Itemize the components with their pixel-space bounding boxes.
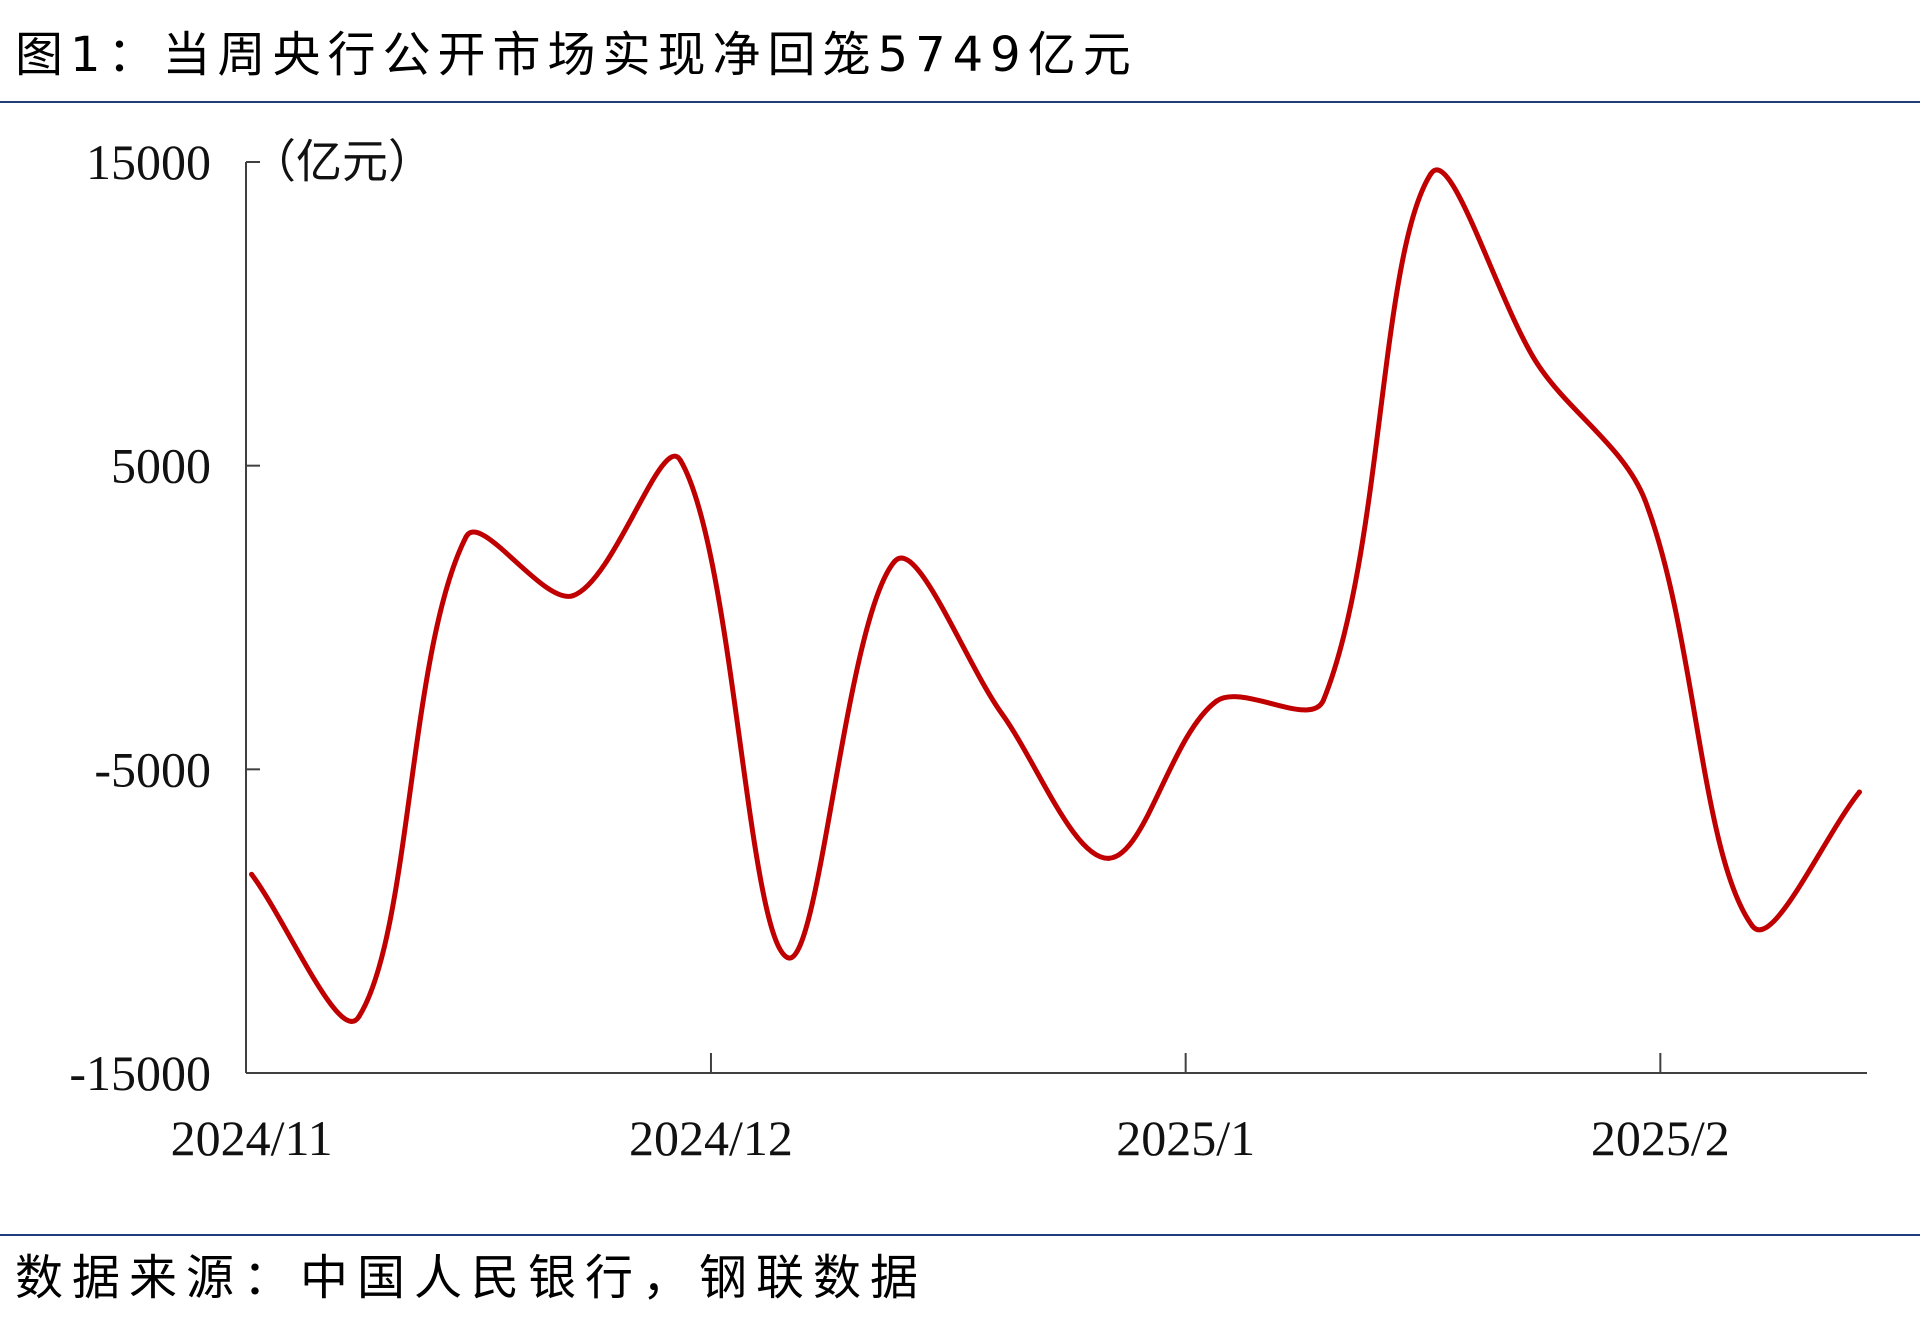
- series-line: [249, 167, 1862, 1024]
- x-tick-label: 2025/2: [1591, 1110, 1730, 1166]
- x-tick-label: 2024/12: [629, 1110, 793, 1166]
- data-point: [1428, 171, 1434, 177]
- y-tick-label: 15000: [86, 134, 211, 190]
- data-point: [1535, 362, 1541, 368]
- x-axis: 2024/11 2024/12 2025/1 2025/2: [171, 1053, 1867, 1166]
- x-tick-label: 2024/11: [171, 1110, 333, 1166]
- y-tick-label: -5000: [94, 741, 211, 797]
- y-tick-label: 5000: [111, 438, 211, 494]
- data-point: [1642, 497, 1648, 503]
- data-point: [356, 1014, 362, 1020]
- chart-title: 图1：当周央行公开市场实现净回笼5749亿元: [15, 27, 1138, 83]
- y-axis: 15000 5000 -5000 -15000: [69, 134, 260, 1101]
- y-axis-unit-label: （亿元）: [250, 137, 434, 188]
- top-rule: [0, 101, 1920, 103]
- x-tick-label: 2025/1: [1116, 1110, 1255, 1166]
- data-point: [1749, 923, 1755, 929]
- data-point: [1856, 789, 1862, 795]
- data-point: [1213, 698, 1219, 704]
- data-point: [463, 534, 469, 540]
- data-point: [892, 558, 898, 564]
- data-point: [999, 711, 1005, 717]
- data-point: [1320, 697, 1326, 703]
- series-group: [249, 167, 1862, 1024]
- data-point: [785, 955, 791, 961]
- data-point: [570, 593, 576, 599]
- y-tick-label: -15000: [69, 1045, 211, 1101]
- data-point: [1106, 855, 1112, 861]
- source-note: 数据来源：中国人民银行，钢联数据: [15, 1250, 928, 1306]
- data-point: [677, 457, 683, 463]
- bottom-rule: [0, 1234, 1920, 1236]
- data-point: [249, 871, 255, 877]
